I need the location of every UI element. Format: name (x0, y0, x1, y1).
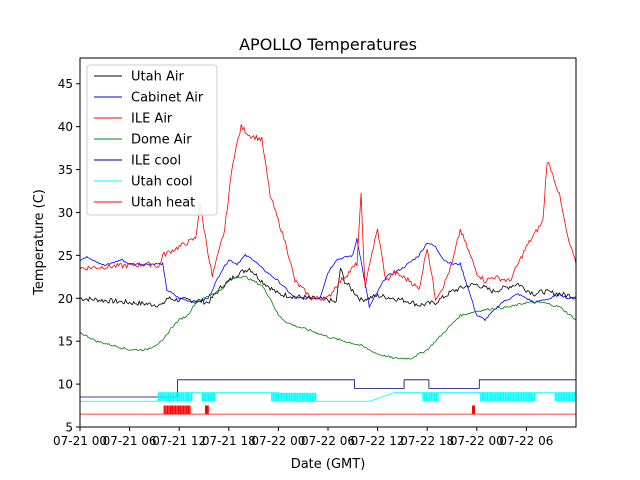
series-line-cabinet-air (80, 238, 576, 322)
burst-utah-cool (480, 392, 536, 402)
legend-label-utah-air: Utah Air (131, 70, 184, 85)
burst-utah-cool (554, 392, 576, 402)
burst-utah-cool (157, 392, 193, 402)
plot-area (79, 57, 577, 428)
legend: Utah Air Cabinet Air ILE Air Dome Air ILE co… (86, 64, 218, 216)
x-axis-label: Date (GMT) (291, 457, 366, 472)
legend-label-ile-cool: ILE cool (131, 154, 181, 169)
x-tick-label: 07-22 18 (400, 434, 454, 448)
y-axis: 5 10 15 20 25 30 35 40 45 (58, 77, 80, 435)
x-tick-label: 07-21 06 (103, 434, 157, 448)
y-tick-label: 35 (58, 163, 73, 177)
x-tick-label: 07-21 12 (152, 434, 206, 448)
burst-utah-cool (271, 392, 317, 402)
y-tick-label: 10 (58, 378, 73, 392)
legend-label-dome-air: Dome Air (131, 133, 192, 148)
series-line-ile-air (80, 124, 576, 302)
burst-utah-cool (201, 392, 216, 402)
legend-label-utah-cool: Utah cool (131, 175, 193, 190)
y-tick-label: 5 (65, 421, 73, 435)
series-line-ile-cool (80, 379, 576, 398)
x-tick-label: 07-22 00 (450, 434, 504, 448)
legend-box (86, 64, 218, 216)
burst-utah-cool (422, 392, 439, 402)
x-tick-label: 07-21 00 (53, 434, 107, 448)
y-tick-label: 20 (58, 292, 73, 306)
series-line-utah-air (80, 267, 576, 308)
legend-label-ile-air: ILE Air (131, 112, 173, 127)
x-tick-label: 07-22 06 (301, 434, 355, 448)
y-tick-label: 45 (58, 77, 73, 91)
burst-utah-heat (205, 405, 209, 415)
burst-utah-heat (163, 405, 191, 415)
y-tick-label: 40 (58, 120, 73, 134)
series-line-dome-air (80, 275, 576, 360)
chart-title: APOLLO Temperatures (239, 35, 417, 54)
x-tick-label: 07-22 00 (251, 434, 305, 448)
legend-label-utah-heat: Utah heat (131, 196, 195, 211)
y-axis-label: Temperature (C) (32, 189, 47, 296)
series-layer (80, 124, 576, 415)
y-tick-label: 30 (58, 206, 73, 220)
x-tick-label: 07-22 12 (351, 434, 405, 448)
x-tick-label: 07-21 18 (202, 434, 256, 448)
legend-label-cabinet-air: Cabinet Air (131, 91, 204, 106)
y-tick-label: 25 (58, 249, 73, 263)
y-tick-label: 15 (58, 335, 73, 349)
burst-utah-heat (472, 405, 475, 415)
x-tick-label: 07-22 06 (499, 434, 553, 448)
